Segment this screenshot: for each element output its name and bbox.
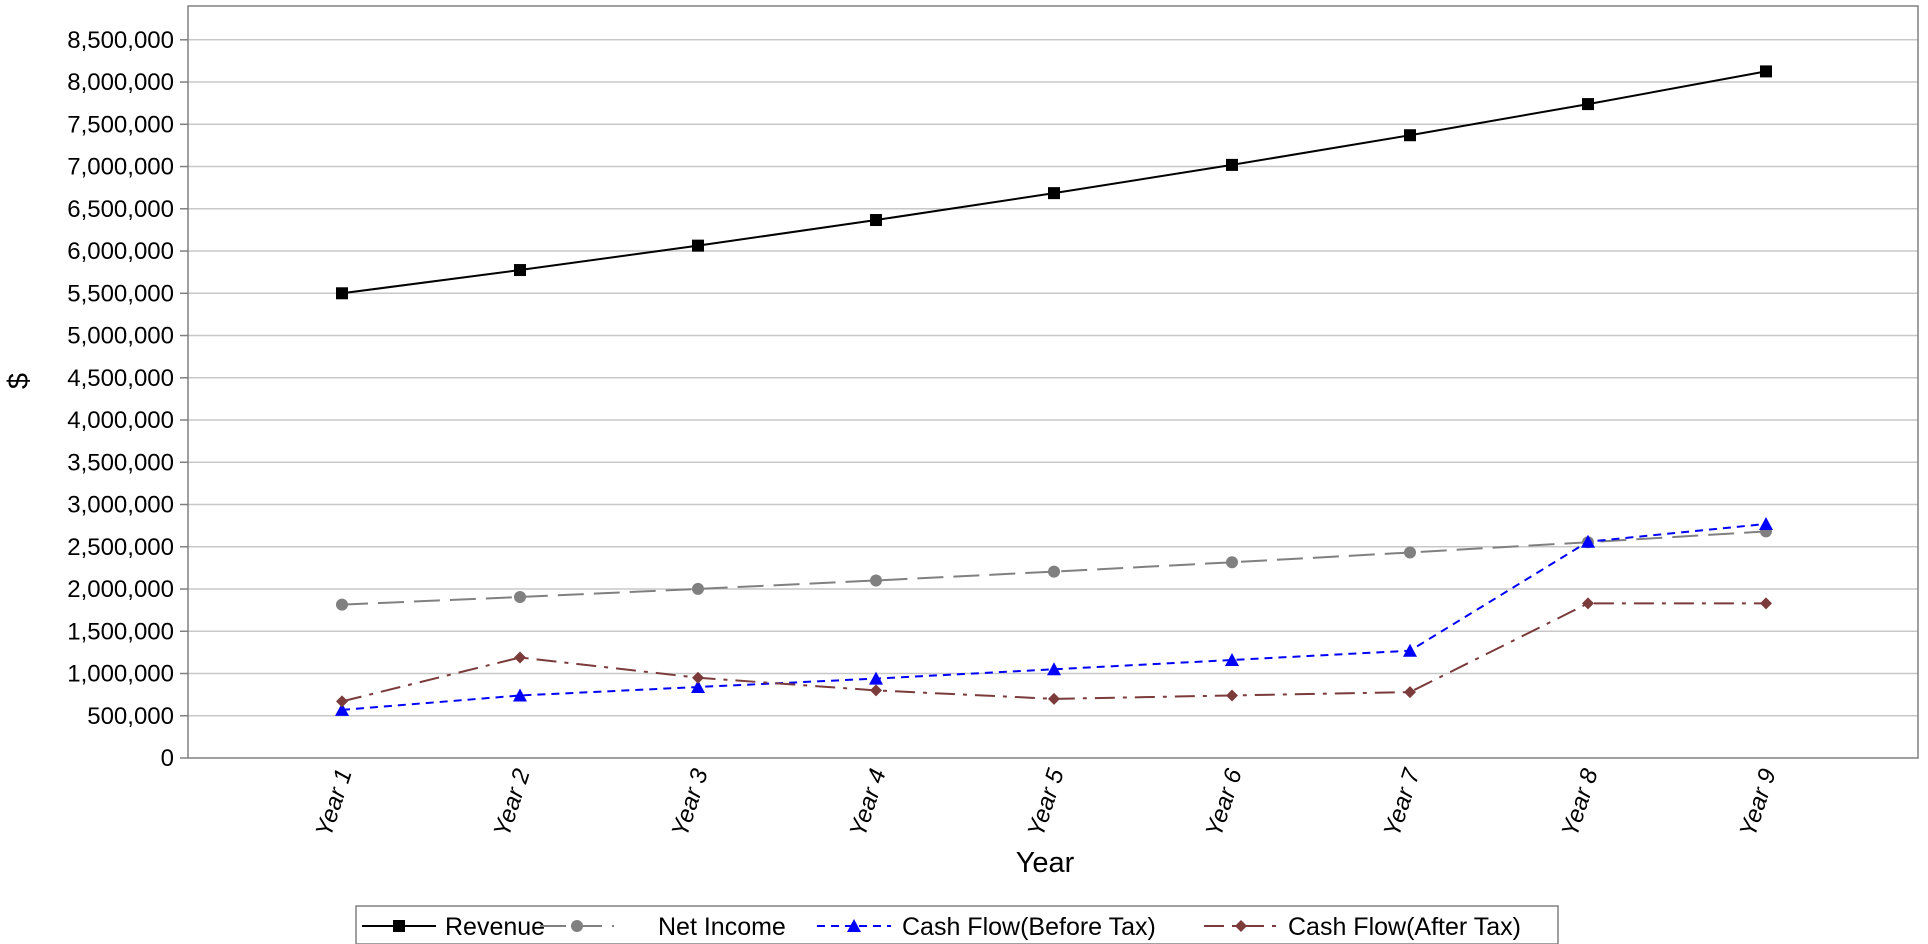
- y-tick-label: 7,000,000: [67, 154, 174, 181]
- data-point: [692, 671, 704, 684]
- data-point: [336, 695, 348, 708]
- data-point: [1226, 158, 1238, 171]
- y-tick-label: 1,000,000: [67, 661, 174, 688]
- y-tick-label: 6,000,000: [67, 238, 174, 265]
- y-tick-label: 6,500,000: [67, 196, 174, 223]
- series-line: [341, 602, 1766, 703]
- y-tick-label: 5,500,000: [67, 280, 174, 307]
- data-point: [1225, 652, 1239, 666]
- data-point: [514, 264, 526, 277]
- data-point: [336, 287, 348, 300]
- data-point: [1582, 98, 1594, 111]
- x-tick-label: Year 8: [1557, 765, 1604, 840]
- x-axis-ticks: Year 1 Year 2 Year 3 Year 4 Year 5 Year 6 Year…: [311, 764, 1782, 840]
- series-line: [341, 530, 1767, 606]
- data-point: [1582, 597, 1594, 610]
- series-line: [341, 70, 1767, 295]
- x-tick-label: Year 4: [845, 766, 892, 840]
- y-tick-label: 5,000,000: [67, 323, 174, 350]
- data-point: [870, 214, 882, 227]
- data-point: [1048, 187, 1060, 200]
- y-tick-label: 8,500,000: [67, 27, 174, 54]
- legend: Revenue Net Income Cash Flow(Before Tax) Ca…: [355, 905, 1559, 944]
- data-point: [514, 590, 526, 603]
- x-tick-label: Year 6: [1201, 765, 1248, 840]
- data-point: [1581, 534, 1595, 548]
- series-cash-flow-after-tax: [336, 597, 1772, 708]
- data-point: [336, 598, 348, 611]
- data-point: [1048, 565, 1060, 578]
- legend-label: Cash Flow(Before Tax): [902, 913, 1156, 941]
- legend-item: Cash Flow(Before Tax): [817, 913, 1156, 941]
- y-tick-label: 1,500,000: [67, 618, 174, 645]
- legend-label: Cash Flow(After Tax): [1288, 913, 1521, 941]
- data-point: [513, 688, 527, 702]
- x-tick-label: Year 7: [1379, 764, 1427, 840]
- data-point: [514, 651, 526, 664]
- x-axis-title: Year: [1016, 847, 1075, 879]
- series-revenue: [336, 65, 1772, 300]
- data-point: [692, 582, 704, 595]
- data-point: [870, 684, 882, 697]
- data-point: [1226, 689, 1238, 702]
- data-point: [1404, 686, 1416, 699]
- data-point: [1760, 65, 1772, 78]
- x-tick-label: Year 2: [489, 766, 536, 840]
- y-tick-label: 3,000,000: [67, 492, 174, 519]
- legend-label: Revenue: [445, 913, 545, 941]
- y-tick-label: 7,500,000: [67, 111, 174, 138]
- x-tick-label: Year 3: [667, 765, 714, 840]
- plot-area-frame: [187, 5, 1919, 759]
- legend-marker: [571, 920, 583, 932]
- y-tick-label: 2,500,000: [67, 534, 174, 561]
- legend-label: Net Income: [658, 913, 786, 941]
- y-axis-ticks: 0 500,000 1,000,000 1,500,000 2,000,000 2,500…: [67, 27, 188, 772]
- y-tick-label: 4,000,000: [67, 407, 174, 434]
- y-tick-label: 4,500,000: [67, 365, 174, 392]
- data-point: [1760, 597, 1772, 610]
- series-line: [341, 522, 1767, 711]
- legend-marker: [393, 920, 405, 932]
- data-point: [335, 702, 349, 716]
- y-tick-label: 500,000: [87, 703, 174, 730]
- data-point: [1404, 546, 1416, 559]
- data-point: [1226, 556, 1238, 569]
- legend-item: Net Income: [540, 913, 786, 941]
- data-point: [869, 671, 883, 685]
- series-cash-flow-before-tax: [335, 516, 1773, 716]
- y-tick-label: 8,000,000: [67, 69, 174, 96]
- series-lines: [335, 65, 1773, 716]
- data-point: [1403, 643, 1417, 657]
- data-point: [1048, 692, 1060, 705]
- gridlines: [188, 39, 1918, 717]
- y-tick-label: 0: [161, 745, 174, 772]
- legend-item: Revenue: [362, 913, 545, 941]
- data-point: [1759, 516, 1773, 530]
- series-net-income: [336, 525, 1772, 611]
- y-tick-label: 3,500,000: [67, 449, 174, 476]
- legend-marker: [1235, 920, 1247, 932]
- x-tick-label: Year 1: [311, 766, 358, 840]
- legend-marker: [847, 919, 861, 932]
- y-axis-title: $: [3, 373, 35, 389]
- x-tick-label: Year 5: [1023, 765, 1070, 840]
- data-point: [692, 239, 704, 252]
- data-point: [691, 680, 705, 694]
- y-tick-label: 2,000,000: [67, 576, 174, 603]
- legend-item: Cash Flow(After Tax): [1204, 913, 1521, 941]
- data-point: [1404, 129, 1416, 142]
- x-tick-label: Year 9: [1735, 766, 1782, 840]
- data-point: [1047, 662, 1061, 676]
- data-point: [870, 574, 882, 587]
